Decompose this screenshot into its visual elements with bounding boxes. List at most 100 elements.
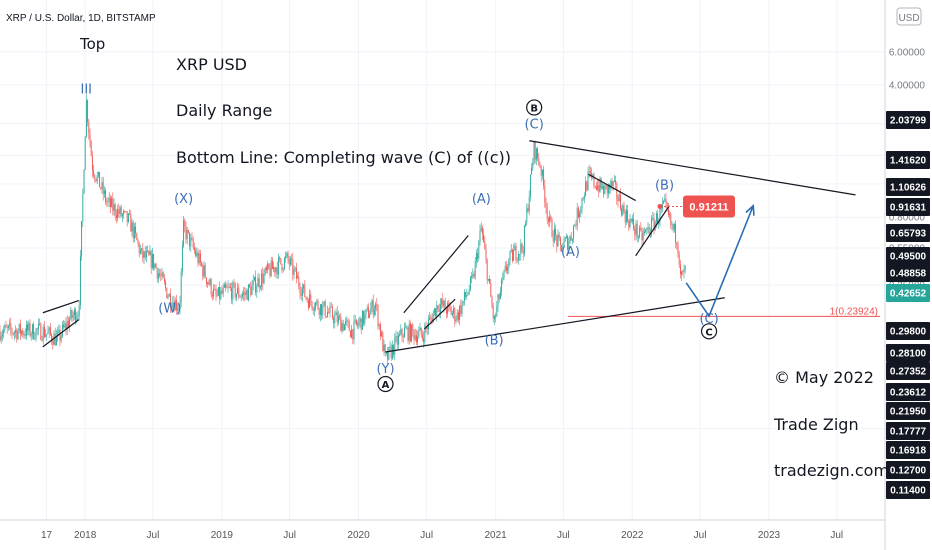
candle-body [129,213,131,215]
price-box [886,284,930,302]
candle-body [357,324,359,326]
candle-body [451,313,453,315]
candle-body [411,324,413,341]
candle-body [457,312,459,320]
candle-body [154,263,156,268]
candle-body [81,221,83,256]
candle-body [94,175,96,179]
candle-body [244,292,246,295]
candle-body [69,319,71,327]
candle-body [46,333,48,335]
projection-arrow-head [745,204,755,216]
candle-body [281,263,283,271]
candle-body [501,280,503,292]
candle-body [307,300,309,308]
candle-body [526,208,528,223]
candle-body [490,283,492,297]
candle-body [459,305,461,320]
candle-body [519,253,521,255]
candle-body [453,308,455,314]
candle-body [479,230,481,242]
candle-body [443,300,445,307]
candle-body [247,284,249,301]
x-tick-label: Jul [694,530,707,541]
candle-body [437,305,439,310]
candle-body [274,267,276,273]
candle-body [393,344,395,355]
candle-body [414,335,416,340]
candle-body [417,336,419,343]
candle-body [207,282,209,284]
candle-body [514,245,516,251]
candle-body [157,273,159,279]
price-box-label: 0.16918 [890,446,927,457]
candle-body [517,253,519,261]
candle-body [365,309,367,314]
candle-body [442,299,444,307]
candle-body [558,234,560,238]
candle-body [513,250,515,261]
candle-body [563,240,565,248]
price-box-label: 0.91631 [890,203,927,214]
candle-body [347,320,349,322]
price-box [886,344,930,362]
candle-body [185,226,187,240]
price-box-label: 2.03799 [890,116,927,127]
x-tick-label: Jul [420,530,433,541]
candle-body [263,273,265,284]
candle-body [229,286,231,289]
candle-body [103,190,105,195]
candle-body [31,324,33,335]
candle-body [5,325,7,328]
candle-body [586,181,588,191]
wedge-lower-2017 [42,319,80,348]
candle-body [331,307,333,318]
candle-body [483,234,485,242]
candle-body [449,305,451,309]
candle-body [171,307,173,309]
candle-body [465,292,467,297]
candle-body [359,318,361,323]
candle-body [277,257,279,275]
candle-body [294,267,296,269]
candle-body [226,287,228,289]
candle-body [593,174,595,186]
candle-body [193,247,195,251]
candle-body [535,148,537,160]
candle-body [325,316,327,318]
candle-body [570,236,572,241]
candle-body [306,298,308,301]
candle-body [190,237,192,247]
candle-body [429,317,431,320]
candle-body [120,207,122,217]
candle-body [180,271,182,302]
candle-body [562,247,564,252]
candle-body [333,317,335,324]
candle-body [628,220,630,227]
candle-body [52,341,54,345]
candle-body [91,156,93,171]
candle-body [549,216,551,222]
candle-body [591,172,593,178]
x-tick-label: 2023 [758,530,781,541]
candle-body [183,220,185,246]
candle-body [208,282,210,285]
currency-badge[interactable] [896,7,922,26]
candle-body [262,273,264,284]
candle-body [667,208,669,215]
candle-body [623,205,625,212]
candle-body [594,185,596,187]
candle-body [387,352,389,360]
candle-body [282,268,284,271]
candle-body [124,211,126,212]
candle-body [181,245,183,272]
candle-body [540,166,542,176]
candle-body [588,171,590,172]
candle-body [390,346,392,359]
circled-wave-marker [700,323,718,340]
wave-label: (B) [485,333,504,348]
candle-body [681,271,683,275]
candle-body [191,237,193,240]
candle-body [186,230,188,240]
